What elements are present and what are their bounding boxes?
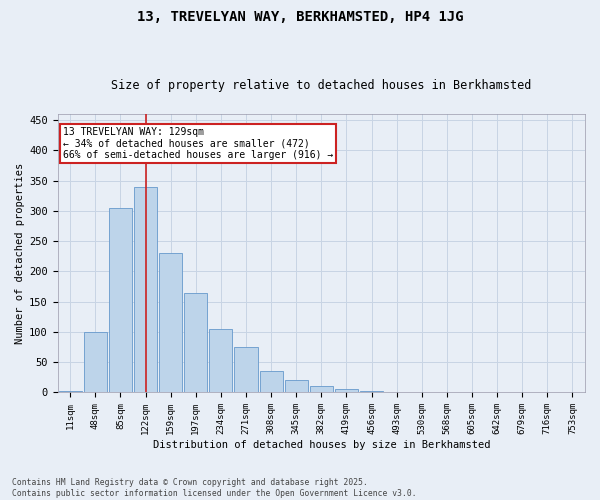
Bar (310, 386, 333, 392)
Bar (284, 380, 308, 392)
Bar (260, 372, 283, 392)
Bar (134, 186, 157, 392)
Bar (184, 292, 208, 392)
Y-axis label: Number of detached properties: Number of detached properties (15, 162, 25, 344)
Bar (235, 347, 257, 393)
Bar (159, 253, 182, 392)
X-axis label: Distribution of detached houses by size in Berkhamsted: Distribution of detached houses by size … (152, 440, 490, 450)
Title: Size of property relative to detached houses in Berkhamsted: Size of property relative to detached ho… (111, 79, 532, 92)
Text: 13 TREVELYAN WAY: 129sqm
← 34% of detached houses are smaller (472)
66% of semi-: 13 TREVELYAN WAY: 129sqm ← 34% of detach… (63, 126, 333, 160)
Bar (109, 208, 132, 392)
Bar (209, 329, 232, 392)
Text: 13, TREVELYAN WAY, BERKHAMSTED, HP4 1JG: 13, TREVELYAN WAY, BERKHAMSTED, HP4 1JG (137, 10, 463, 24)
Text: Contains HM Land Registry data © Crown copyright and database right 2025.
Contai: Contains HM Land Registry data © Crown c… (12, 478, 416, 498)
Bar (335, 390, 358, 392)
Bar (84, 332, 107, 392)
